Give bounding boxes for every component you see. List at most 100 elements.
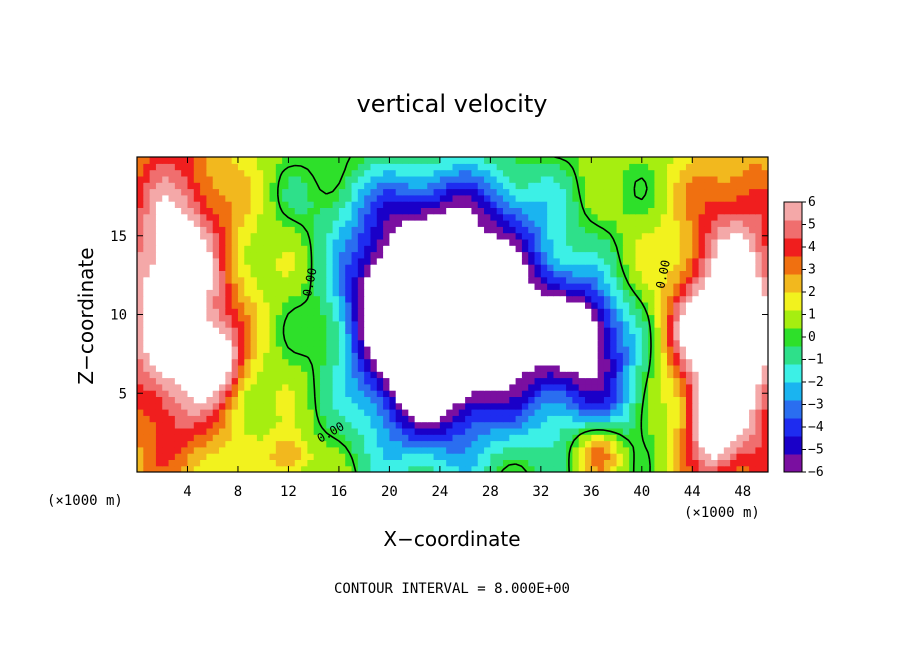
heat-cell — [496, 157, 504, 164]
heat-cell — [294, 194, 302, 202]
heat-cell — [282, 175, 290, 183]
heat-cell — [477, 402, 485, 410]
heat-cell — [622, 207, 630, 215]
heat-cell — [736, 377, 744, 385]
heat-cell — [749, 270, 756, 278]
heat-cell — [465, 453, 473, 460]
heat-cell — [610, 453, 618, 460]
heat-cell — [635, 390, 643, 397]
heat-cell — [761, 427, 768, 435]
heat-cell — [288, 226, 296, 234]
heat-cell — [490, 270, 498, 278]
heat-cell — [509, 402, 517, 410]
heat-cell — [143, 371, 151, 379]
heat-cell — [326, 383, 334, 391]
heat-cell — [667, 427, 674, 435]
heat-cell — [288, 175, 296, 183]
heat-cell — [572, 283, 580, 290]
heat-cell — [307, 465, 315, 472]
heat-cell — [704, 238, 712, 246]
heat-cell — [490, 415, 498, 423]
heat-cell — [212, 427, 220, 435]
heat-cell — [269, 308, 277, 316]
heat-cell — [225, 364, 233, 372]
heat-cell — [509, 289, 517, 297]
heat-cell — [237, 390, 245, 397]
heat-cell — [376, 320, 384, 328]
heat-cell — [641, 213, 649, 221]
heat-cell — [540, 453, 548, 460]
heat-cell — [212, 289, 220, 297]
heat-cell — [742, 270, 750, 278]
heat-cell — [496, 226, 504, 234]
heat-cell — [490, 257, 498, 265]
heat-cell — [616, 207, 624, 215]
heat-cell — [174, 396, 182, 404]
heat-cell — [383, 232, 390, 240]
heat-cell — [351, 346, 359, 353]
heat-cell — [408, 402, 416, 410]
heat-cell — [383, 283, 390, 290]
heat-cell — [395, 327, 403, 334]
heat-cell — [395, 390, 403, 397]
heat-cell — [326, 232, 334, 240]
heat-cell — [641, 264, 649, 271]
heat-cell — [383, 194, 390, 202]
heat-cell — [667, 175, 674, 183]
heat-cell — [168, 188, 176, 196]
heat-cell — [540, 182, 548, 190]
heat-cell — [679, 308, 687, 316]
heat-cell — [313, 232, 321, 240]
heat-cell — [395, 320, 403, 328]
heat-cell — [610, 213, 618, 221]
heat-cell — [458, 251, 466, 259]
heat-cell — [376, 264, 384, 271]
heat-cell — [219, 415, 226, 423]
heat-cell — [155, 352, 163, 360]
heat-cell — [603, 295, 611, 303]
heat-cell — [206, 358, 214, 366]
heat-cell — [711, 453, 719, 460]
heat-cell — [667, 245, 674, 253]
heat-cell — [149, 169, 157, 177]
heat-cell — [704, 371, 712, 379]
heat-cell — [521, 446, 529, 454]
heat-cell — [566, 175, 573, 183]
heat-cell — [496, 327, 504, 334]
heat-cell — [370, 251, 378, 259]
heat-cell — [742, 364, 750, 372]
heat-cell — [427, 409, 435, 416]
heat-cell — [496, 207, 504, 215]
heat-cell — [452, 251, 460, 259]
heat-cell — [698, 371, 706, 379]
heat-cell — [174, 295, 182, 303]
heat-cell — [433, 333, 441, 341]
heat-cell — [181, 327, 189, 334]
heat-cell — [219, 270, 226, 278]
heat-cell — [256, 276, 264, 284]
heat-cell — [566, 383, 573, 391]
heat-cell — [496, 346, 504, 353]
heat-cell — [471, 257, 479, 265]
heat-cell — [275, 301, 283, 309]
heat-cell — [603, 314, 611, 322]
heat-cell — [591, 251, 599, 259]
heat-cell — [679, 207, 687, 215]
heat-cell — [723, 163, 731, 171]
heat-cell — [742, 421, 750, 429]
heat-cell — [622, 371, 630, 379]
heat-cell — [263, 440, 271, 448]
heat-cell — [351, 245, 359, 253]
heat-cell — [256, 295, 264, 303]
heat-cell — [698, 453, 706, 460]
heat-cell — [168, 358, 176, 366]
heat-cell — [723, 283, 731, 290]
heat-cell — [313, 251, 321, 259]
heat-cell — [149, 339, 157, 347]
heat-cell — [237, 188, 245, 196]
heat-cell — [698, 446, 706, 454]
heat-cell — [187, 352, 195, 360]
heat-cell — [629, 301, 637, 309]
heat-cell — [389, 453, 397, 460]
heat-cell — [263, 232, 271, 240]
